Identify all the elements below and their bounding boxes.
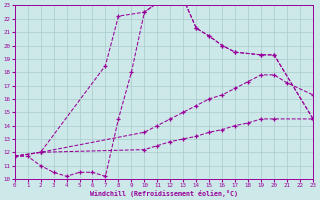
- X-axis label: Windchill (Refroidissement éolien,°C): Windchill (Refroidissement éolien,°C): [90, 190, 238, 197]
